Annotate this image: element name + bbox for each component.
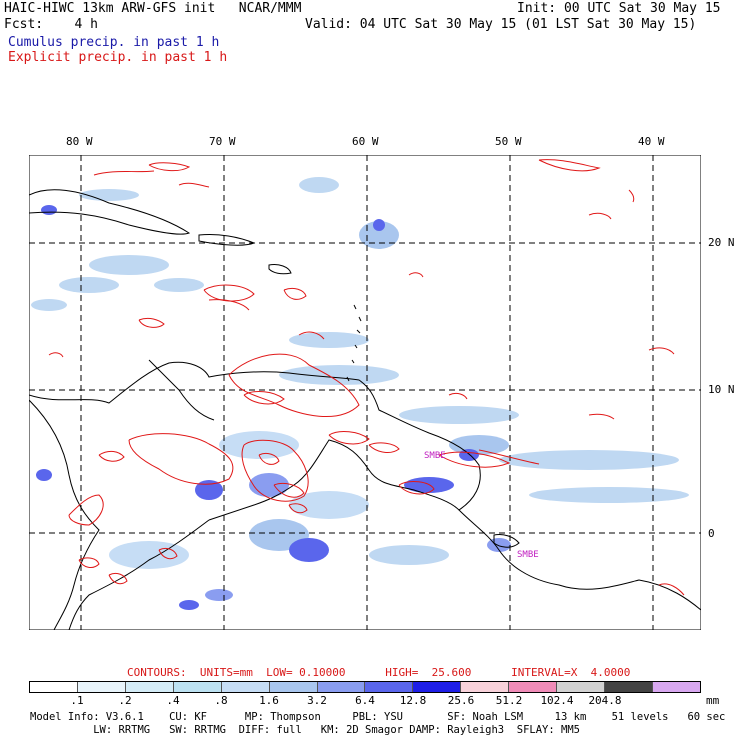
legend-label: 102.4 <box>540 694 574 707</box>
lat-label-20n: 20 N <box>708 236 735 249</box>
lat-label-0: 0 <box>708 527 715 540</box>
legend-label: .1 <box>70 694 84 707</box>
lesser-antilles <box>346 304 362 382</box>
explicit-precip-contours <box>48 159 685 596</box>
legend-label: 3.2 <box>307 694 327 707</box>
model-info-line1: Model Info: V3.6.1 CU: KF MP: Thompson P… <box>30 711 726 723</box>
legend-label: 25.6 <box>447 694 475 707</box>
lat-label-10n: 10 N <box>708 383 735 396</box>
legend-swatch <box>605 682 653 692</box>
legend-swatch <box>221 682 270 692</box>
legend-label: 204.8 <box>588 694 622 707</box>
legend-swatch <box>413 682 462 692</box>
contours-info: CONTOURS: UNITS=mm LOW= 0.10000 HIGH= 25… <box>127 666 631 679</box>
coastlines <box>29 189 701 630</box>
legend-label: .2 <box>118 694 132 707</box>
precip-map: SMBE SMBE <box>29 155 701 630</box>
lon-label-70w: 70 W <box>209 135 236 148</box>
annotation-smbe-2: SMBE <box>517 550 539 560</box>
model-title: HAIC-HIWC 13km ARW-GFS init NCAR/MMM <box>4 1 302 16</box>
legend-swatch <box>269 682 318 692</box>
explicit-precip-label: Explicit precip. in past 1 h <box>8 50 228 65</box>
lon-label-50w: 50 W <box>495 135 522 148</box>
grid-lines <box>29 155 701 630</box>
legend-swatch <box>125 682 174 692</box>
precip-color-legend <box>29 681 701 693</box>
legend-swatch <box>509 682 558 692</box>
legend-swatch <box>173 682 222 692</box>
legend-label: .8 <box>214 694 228 707</box>
legend-label: 1.6 <box>259 694 279 707</box>
model-info-line2: LW: RRTMG SW: RRTMG DIFF: full KM: 2D Sm… <box>30 724 580 736</box>
valid-time: Valid: 04 UTC Sat 30 May 15 (01 LST Sat … <box>305 17 697 32</box>
legend-swatch <box>77 682 126 692</box>
lon-label-80w: 80 W <box>66 135 93 148</box>
cumulus-precip-label: Cumulus precip. in past 1 h <box>8 35 220 50</box>
legend-swatch <box>30 682 78 692</box>
legend-label: 12.8 <box>399 694 427 707</box>
legend-label: 51.2 <box>495 694 523 707</box>
forecast-hour: Fcst: 4 h <box>4 17 98 32</box>
lon-label-60w: 60 W <box>352 135 379 148</box>
legend-swatch <box>317 682 366 692</box>
legend-swatch <box>365 682 414 692</box>
annotation-smbe-1: SMBE <box>424 451 446 461</box>
legend-unit: mm <box>706 694 720 707</box>
legend-swatch <box>461 682 510 692</box>
legend-label: .4 <box>166 694 180 707</box>
legend-swatch <box>557 682 606 692</box>
init-time: Init: 00 UTC Sat 30 May 15 <box>517 1 721 16</box>
legend-swatch <box>652 682 700 692</box>
legend-label: 6.4 <box>355 694 375 707</box>
lon-label-40w: 40 W <box>638 135 665 148</box>
